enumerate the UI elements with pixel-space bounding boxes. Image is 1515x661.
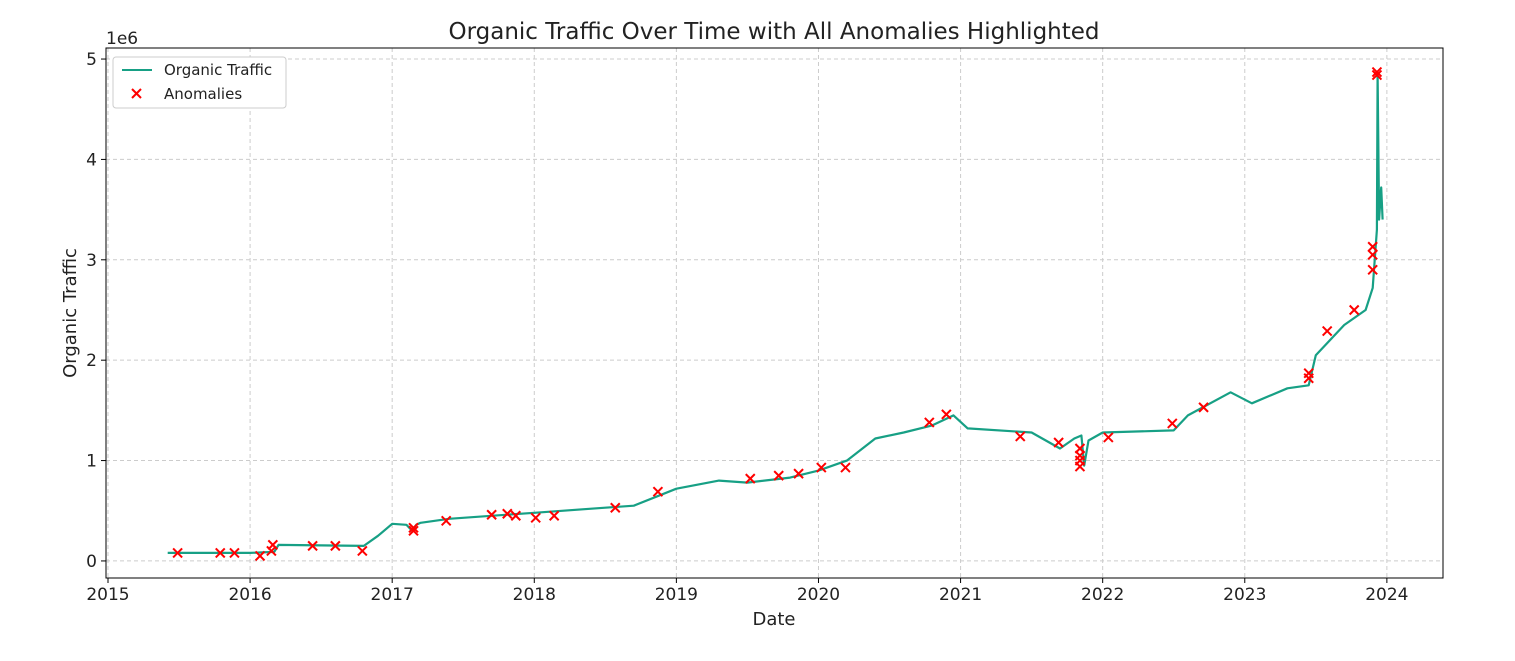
anomaly-point (1103, 432, 1114, 443)
y-tick-label: 3 (86, 251, 97, 271)
anomaly-point (172, 547, 183, 559)
legend: Organic Traffic Anomalies (112, 56, 287, 109)
legend-x-marker-icon (131, 88, 142, 99)
anomaly-point (816, 462, 827, 473)
series-organic-traffic (167, 72, 1384, 555)
series-anomalies (172, 66, 1383, 562)
ticks: 2015 2016 2017 2018 2019 2020 2021 2022 2023 2024… (86, 50, 1408, 605)
legend-label-organic-traffic: Organic Traffic (164, 61, 272, 79)
grid (106, 48, 1443, 578)
y-tick-label: 4 (86, 150, 97, 170)
anomaly-point (330, 540, 341, 552)
plot-frame (105, 47, 1444, 579)
y-offset-label: 1e6 (106, 29, 138, 49)
anomaly-point (773, 470, 784, 481)
anomaly-point (1348, 304, 1360, 316)
anomaly-point (924, 417, 935, 428)
anomaly-point (1371, 66, 1383, 78)
x-tick-label: 2017 (371, 585, 414, 605)
anomaly-point (1303, 368, 1314, 379)
anomaly-point (652, 486, 664, 497)
y-tick-label: 0 (86, 552, 97, 572)
x-tick-label: 2020 (797, 585, 840, 605)
anomaly-point (793, 468, 804, 479)
y-tick-label: 1 (86, 452, 97, 472)
anomaly-point (1371, 69, 1383, 81)
chart-title: Organic Traffic Over Time with All Anoma… (448, 19, 1099, 45)
anomaly-point (215, 547, 226, 559)
anomaly-point (440, 515, 452, 526)
x-tick-label: 2021 (939, 585, 982, 605)
x-tick-label: 2018 (513, 585, 556, 605)
anomaly-point (229, 547, 240, 559)
anomaly-point (1167, 418, 1178, 429)
anomaly-point (254, 550, 266, 562)
x-tick-label: 2015 (86, 585, 129, 605)
anomaly-point (1367, 264, 1378, 276)
anomaly-point (941, 409, 952, 420)
y-tick-label: 5 (86, 50, 97, 70)
anomaly-point (267, 539, 279, 551)
anomaly-point (1053, 437, 1064, 448)
anomaly-point (502, 508, 513, 519)
x-tick-label: 2023 (1223, 585, 1266, 605)
organic-traffic-line (167, 72, 1384, 555)
anomaly-point (1367, 241, 1378, 252)
legend-label-anomalies: Anomalies (164, 85, 242, 103)
x-tick-label: 2024 (1365, 585, 1408, 605)
anomaly-point (486, 509, 497, 520)
anomaly-point (745, 473, 756, 484)
anomaly-point (307, 540, 318, 552)
anomaly-point (408, 522, 419, 534)
anomaly-point (1321, 325, 1333, 337)
anomaly-point (510, 510, 522, 521)
legend-box (112, 56, 287, 109)
y-axis-label: Organic Traffic (60, 248, 81, 378)
x-axis-label: Date (752, 609, 795, 630)
anomaly-point (408, 525, 419, 537)
y-tick-label: 2 (86, 351, 97, 371)
anomaly-point (1367, 249, 1378, 260)
anomaly-point (357, 545, 368, 557)
anomaly-point (1198, 402, 1209, 413)
x-tick-label: 2016 (228, 585, 271, 605)
anomaly-point (530, 512, 541, 523)
anomaly-point (1074, 461, 1086, 472)
x-tick-label: 2022 (1081, 585, 1124, 605)
x-tick-label: 2019 (655, 585, 698, 605)
anomaly-point (610, 502, 621, 513)
anomaly-point (840, 462, 851, 473)
anomaly-point (1015, 431, 1026, 442)
anomaly-point (548, 510, 560, 521)
